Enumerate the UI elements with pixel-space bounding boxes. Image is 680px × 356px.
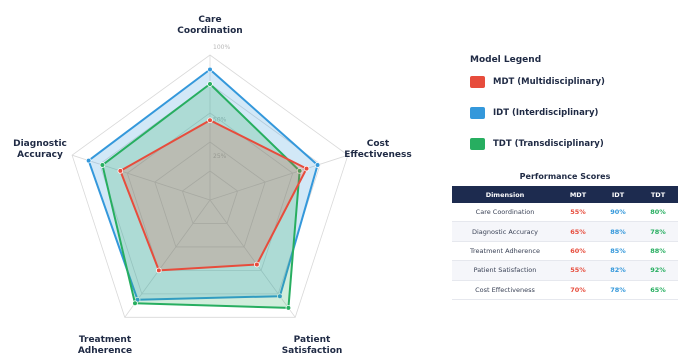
table-row: Treatment Adherence 60% 85% 88% bbox=[452, 241, 678, 262]
data-point-mdt bbox=[117, 168, 124, 174]
cell-tdt: 78% bbox=[638, 221, 678, 242]
grid-ring bbox=[126, 112, 294, 271]
cell-dimension: Diagnostic Accuracy bbox=[452, 221, 558, 242]
table-row: Patient Satisfaction 55% 82% 92% bbox=[452, 260, 678, 281]
radar-axis-labels: Care Coordination Cost Effectiveness Patient… bbox=[13, 15, 412, 356]
cell-tdt: 80% bbox=[638, 203, 678, 223]
axis-label: Treatment Adherence bbox=[78, 335, 132, 356]
cell-mdt: 55% bbox=[558, 260, 598, 281]
cell-dimension: Treatment Adherence bbox=[452, 241, 558, 262]
series-area-idt bbox=[87, 68, 319, 301]
data-point-tdt bbox=[99, 162, 106, 168]
axis-label: Cost Effectiveness bbox=[344, 139, 411, 160]
legend-item-tdt: TDT (Transdisciplinary) bbox=[470, 137, 670, 151]
header-tdt: TDT bbox=[638, 186, 678, 203]
legend-item-idt: IDT (Interdisciplinary) bbox=[470, 106, 670, 120]
grid-ring bbox=[181, 170, 239, 224]
data-point-mdt bbox=[303, 165, 310, 172]
legend-swatch-tdt bbox=[470, 138, 485, 150]
data-point-idt bbox=[314, 162, 321, 168]
legend-label-idt: IDT (Interdisciplinary) bbox=[493, 108, 599, 118]
cell-tdt: 65% bbox=[638, 280, 678, 300]
data-point-tdt bbox=[132, 300, 138, 307]
radar-series bbox=[85, 66, 321, 311]
cell-mdt: 60% bbox=[558, 241, 598, 262]
axis-label-line: Treatment bbox=[79, 335, 132, 345]
data-point-tdt bbox=[207, 81, 213, 87]
data-point-mdt bbox=[156, 267, 162, 274]
cell-mdt: 65% bbox=[558, 221, 598, 242]
legend-label-tdt: TDT (Transdisciplinary) bbox=[493, 139, 604, 149]
cell-tdt: 92% bbox=[638, 260, 678, 281]
table-row: Cost Effectiveness 70% 78% 65% bbox=[452, 280, 678, 300]
scores-table: Dimension MDT IDT TDT Care Coordination … bbox=[452, 186, 678, 300]
axis-label-line: Satisfaction bbox=[282, 346, 343, 356]
header-idt: IDT bbox=[598, 186, 638, 203]
axis-label: Care Coordination bbox=[177, 15, 242, 36]
cell-idt: 85% bbox=[598, 241, 638, 262]
legend-swatch-idt bbox=[470, 107, 485, 119]
grid-ring bbox=[154, 141, 266, 248]
data-point-idt bbox=[85, 157, 92, 164]
performance-scores: Performance Scores Dimension MDT IDT TDT… bbox=[452, 172, 678, 300]
cell-dimension: Care Coordination bbox=[452, 203, 558, 223]
legend-item-mdt: MDT (Multidisciplinary) bbox=[470, 75, 670, 89]
axis-label: Patient Satisfaction bbox=[282, 335, 343, 356]
data-point-tdt bbox=[285, 305, 292, 311]
axis-label-line: Coordination bbox=[177, 26, 242, 36]
cell-dimension: Patient Satisfaction bbox=[452, 260, 558, 281]
axis-label-line: Effectiveness bbox=[344, 150, 411, 160]
cell-idt: 82% bbox=[598, 260, 638, 281]
legend: Model Legend MDT (Multidisciplinary) IDT… bbox=[470, 55, 670, 168]
axis-label-line: Adherence bbox=[78, 346, 132, 356]
grid-ring bbox=[71, 54, 349, 318]
data-point-mdt bbox=[207, 117, 213, 124]
header-dimension: Dimension bbox=[452, 186, 558, 203]
legend-label-mdt: MDT (Multidisciplinary) bbox=[493, 77, 605, 87]
axis-label-line: Accuracy bbox=[17, 150, 63, 160]
cell-idt: 90% bbox=[598, 203, 638, 223]
header-mdt: MDT bbox=[558, 186, 598, 203]
cell-dimension: Cost Effectiveness bbox=[452, 280, 558, 300]
axis-label-line: Cost bbox=[367, 139, 390, 149]
table-row: Care Coordination 55% 90% 80% bbox=[452, 203, 678, 223]
radar-chart: 100% 50% 25% Care Coordination Cost Effective… bbox=[13, 15, 412, 356]
cell-tdt: 88% bbox=[638, 241, 678, 262]
axis-label-line: Diagnostic bbox=[13, 139, 67, 149]
scores-title: Performance Scores bbox=[519, 172, 611, 181]
cell-idt: 88% bbox=[598, 221, 638, 242]
data-point-idt bbox=[277, 293, 283, 299]
series-area-mdt bbox=[119, 119, 308, 272]
grid-spoke bbox=[209, 154, 349, 201]
cell-idt: 78% bbox=[598, 280, 638, 300]
table-row: Diagnostic Accuracy 65% 88% 78% bbox=[452, 221, 678, 242]
ring-label: 25% bbox=[213, 153, 227, 160]
data-point-idt bbox=[207, 66, 213, 73]
grid-spoke bbox=[71, 154, 211, 201]
data-point-mdt bbox=[254, 261, 260, 268]
scores-header-row: Dimension MDT IDT TDT bbox=[452, 186, 678, 203]
cell-mdt: 55% bbox=[558, 203, 598, 223]
axis-label: Diagnostic Accuracy bbox=[13, 139, 67, 160]
ring-label: 50% bbox=[213, 117, 227, 124]
legend-title: Model Legend bbox=[470, 55, 542, 65]
axis-label-line: Care bbox=[198, 15, 221, 25]
ring-label: 100% bbox=[213, 44, 230, 51]
axis-label-line: Patient bbox=[294, 335, 331, 345]
data-point-tdt bbox=[296, 168, 303, 174]
legend-swatch-mdt bbox=[470, 76, 485, 88]
cell-mdt: 70% bbox=[558, 280, 598, 300]
